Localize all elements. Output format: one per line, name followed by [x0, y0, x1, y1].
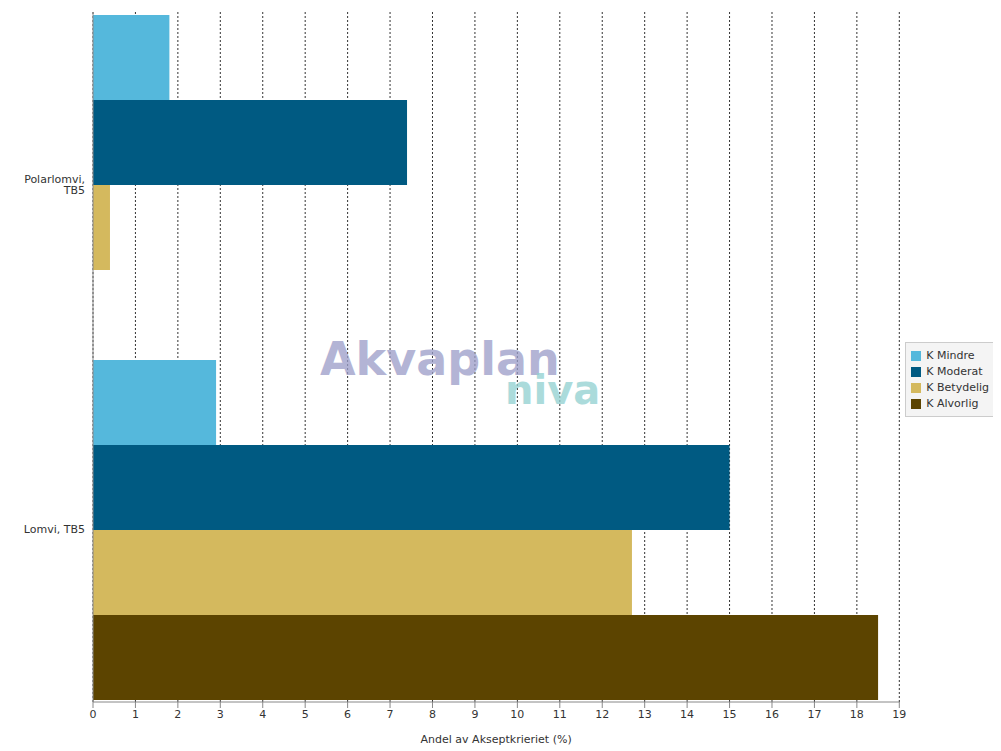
- svg-text:Andel av Akseptkrieriet (%): Andel av Akseptkrieriet (%): [421, 733, 572, 746]
- svg-text:Lomvi, TB5: Lomvi, TB5: [24, 523, 85, 536]
- svg-text:11: 11: [553, 708, 567, 721]
- html-text:niva: niva: [505, 367, 601, 413]
- html-text:K Alvorlig: K Alvorlig: [926, 397, 979, 410]
- svg-text:19: 19: [892, 708, 906, 721]
- svg-text:18: 18: [850, 708, 864, 721]
- svg-text:1: 1: [132, 708, 139, 721]
- svg-text:12: 12: [595, 708, 609, 721]
- svg-text:Polarlomvi,TB5: Polarlomvi,TB5: [24, 173, 85, 197]
- svg-text:13: 13: [638, 708, 652, 721]
- svg-text:6: 6: [344, 708, 351, 721]
- html-text:K Betydelig: K Betydelig: [926, 381, 989, 394]
- svg-text:4: 4: [259, 708, 266, 721]
- svg-text:14: 14: [680, 708, 694, 721]
- svg-text:5: 5: [302, 708, 309, 721]
- svg-text:7: 7: [387, 708, 394, 721]
- svg-text:8: 8: [429, 708, 436, 721]
- svg-text:16: 16: [765, 708, 779, 721]
- svg-text:15: 15: [723, 708, 737, 721]
- svg-text:17: 17: [807, 708, 821, 721]
- svg-text:10: 10: [510, 708, 524, 721]
- svg-text:3: 3: [217, 708, 224, 721]
- svg-text:9: 9: [471, 708, 478, 721]
- html-text:Akvaplan: Akvaplan: [320, 332, 560, 386]
- svg-text:0: 0: [90, 708, 97, 721]
- html-text:K Mindre: K Mindre: [926, 349, 975, 362]
- svg-text:2: 2: [174, 708, 181, 721]
- html-text:K Moderat: K Moderat: [926, 365, 983, 378]
